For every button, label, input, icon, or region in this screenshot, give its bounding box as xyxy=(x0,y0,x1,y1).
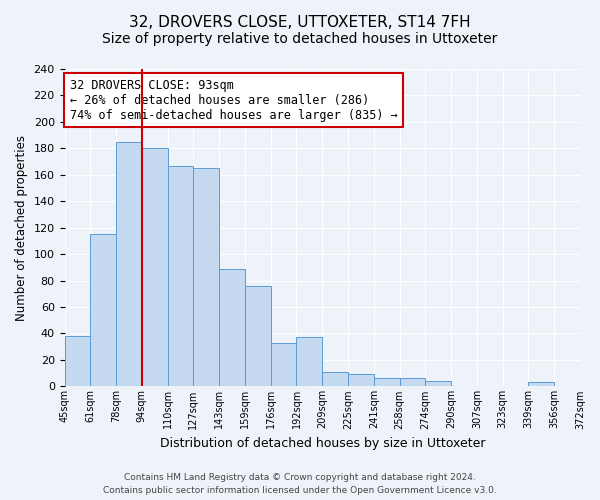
Text: 32 DROVERS CLOSE: 93sqm
← 26% of detached houses are smaller (286)
74% of semi-d: 32 DROVERS CLOSE: 93sqm ← 26% of detache… xyxy=(70,78,397,122)
Text: Contains HM Land Registry data © Crown copyright and database right 2024.
Contai: Contains HM Land Registry data © Crown c… xyxy=(103,474,497,495)
Bar xyxy=(271,342,296,386)
Bar xyxy=(374,378,400,386)
Bar xyxy=(400,378,425,386)
Bar xyxy=(65,336,91,386)
Bar xyxy=(529,382,554,386)
Bar xyxy=(193,168,219,386)
Bar xyxy=(425,381,451,386)
Bar xyxy=(296,338,322,386)
Text: 32, DROVERS CLOSE, UTTOXETER, ST14 7FH: 32, DROVERS CLOSE, UTTOXETER, ST14 7FH xyxy=(129,15,471,30)
Bar xyxy=(348,374,374,386)
Bar xyxy=(219,268,245,386)
Y-axis label: Number of detached properties: Number of detached properties xyxy=(15,134,28,320)
Bar xyxy=(245,286,271,386)
Bar xyxy=(322,372,348,386)
Bar xyxy=(142,148,167,386)
Text: Size of property relative to detached houses in Uttoxeter: Size of property relative to detached ho… xyxy=(103,32,497,46)
Bar xyxy=(116,142,142,386)
Bar xyxy=(91,234,116,386)
Bar xyxy=(167,166,193,386)
X-axis label: Distribution of detached houses by size in Uttoxeter: Distribution of detached houses by size … xyxy=(160,437,485,450)
